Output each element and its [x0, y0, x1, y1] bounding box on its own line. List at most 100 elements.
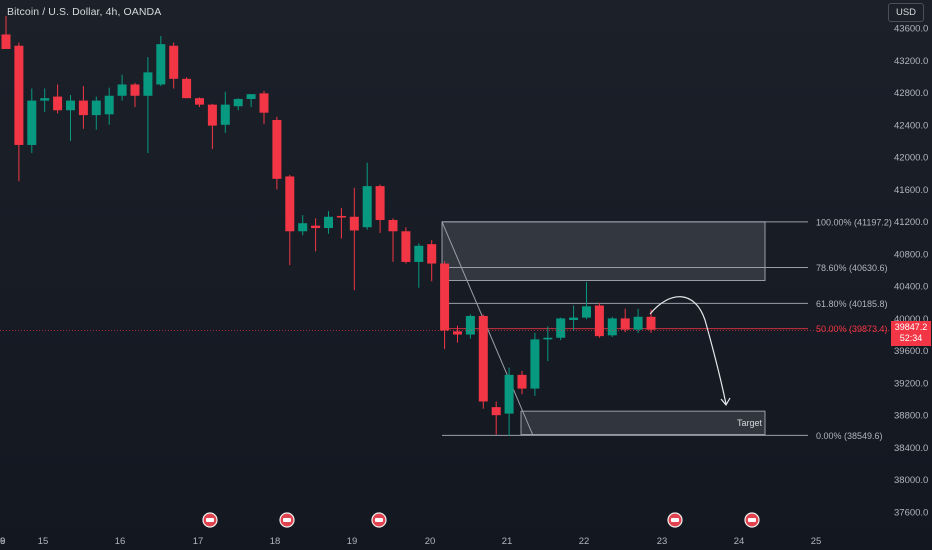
- last-price-tag: 39847.2 52:34: [891, 321, 931, 346]
- candle-body: [349, 216, 359, 231]
- candle-body: [336, 215, 346, 218]
- x-tick-label: 19: [347, 536, 358, 547]
- candle-body: [646, 316, 656, 330]
- x-tick-label: 16: [115, 536, 126, 547]
- candle-body: [156, 44, 166, 85]
- y-tick-label: 40400.0: [894, 282, 928, 293]
- x-tick-label: 15: [38, 536, 49, 547]
- candle-body: [169, 45, 179, 79]
- candle-body: [53, 96, 63, 111]
- x-tick-label: 21: [502, 536, 513, 547]
- candle-body: [91, 100, 101, 116]
- y-tick-label: 41600.0: [894, 185, 928, 196]
- fib-level-label: 100.00% (41197.2): [816, 217, 892, 227]
- candle-body: [1, 34, 11, 49]
- fib-level-label: 78.60% (40630.6): [816, 263, 888, 273]
- candle-body: [401, 231, 411, 262]
- x-tick-label: 29: [0, 536, 5, 547]
- symbol-title[interactable]: Bitcoin / U.S. Dollar, 4h, OANDA: [7, 6, 162, 18]
- candle-body: [220, 104, 230, 125]
- last-price: 39847.2: [894, 322, 928, 332]
- x-tick-label: 20: [425, 536, 436, 547]
- candle-body: [78, 100, 88, 116]
- x-tick-label: 18: [270, 536, 281, 547]
- candle-body: [130, 84, 140, 96]
- x-tick-label: 24: [734, 536, 745, 547]
- projection-arrowhead: [720, 397, 731, 407]
- candle-body: [311, 225, 321, 229]
- candle-body: [207, 104, 217, 126]
- y-tick-label: 39200.0: [894, 378, 928, 389]
- y-tick-label: 40800.0: [894, 249, 928, 260]
- candle-body: [607, 318, 617, 336]
- candle-body: [594, 305, 604, 337]
- y-tick-label: 38400.0: [894, 443, 928, 454]
- candle-body: [491, 407, 501, 416]
- candle-body: [427, 244, 437, 264]
- candle-body: [324, 216, 333, 229]
- candle-body: [569, 317, 579, 321]
- y-tick-label: 42000.0: [894, 153, 928, 164]
- fib-level-label: 0.00% (38549.6): [816, 431, 883, 441]
- candle-body: [478, 315, 488, 402]
- y-tick-label: 42800.0: [894, 88, 928, 99]
- supply-zone: [441, 221, 766, 281]
- candle-body: [233, 98, 243, 107]
- y-tick-label: 38800.0: [894, 411, 928, 422]
- candle-body: [440, 263, 450, 331]
- event-marker-glyph: [375, 518, 383, 522]
- candle-body: [582, 306, 591, 318]
- candle-body: [285, 176, 295, 232]
- x-tick-label: 17: [193, 536, 204, 547]
- event-marker-glyph: [206, 518, 214, 522]
- y-tick-label: 41200.0: [894, 217, 928, 228]
- candle-body: [504, 374, 514, 414]
- x-tick-label: 22: [579, 536, 590, 547]
- candle-body: [517, 374, 527, 389]
- y-tick-label: 43200.0: [894, 56, 928, 67]
- event-marker-glyph: [671, 518, 679, 522]
- y-tick-label: 39600.0: [894, 346, 928, 357]
- candle-body: [453, 331, 462, 335]
- candle-body: [182, 78, 192, 99]
- candle-body: [465, 315, 475, 335]
- candle-body: [362, 186, 372, 228]
- y-tick-label: 38000.0: [894, 475, 928, 486]
- candle-body: [40, 98, 50, 101]
- candle-body: [117, 84, 127, 96]
- candle-body: [543, 337, 553, 340]
- y-tick-label: 43600.0: [894, 24, 928, 35]
- candle-body: [414, 245, 424, 262]
- candle-body: [14, 45, 24, 145]
- y-tick-label: 42400.0: [894, 120, 928, 131]
- candle-body: [259, 93, 269, 113]
- candle-body: [388, 219, 398, 232]
- candle-body: [104, 95, 114, 115]
- fib-level-label: 61.80% (40185.8): [816, 299, 888, 309]
- candle-body: [530, 339, 540, 389]
- x-tick-label: 23: [657, 536, 668, 547]
- candle-body: [195, 98, 204, 105]
- candle-body: [375, 186, 385, 220]
- bar-countdown: 52:34: [899, 333, 923, 343]
- candle-body: [298, 223, 308, 232]
- event-marker-glyph: [283, 518, 291, 522]
- target-label: Target: [737, 418, 763, 428]
- y-tick-label: 37600.0: [894, 508, 928, 519]
- candle-body: [556, 318, 566, 338]
- candle-body: [246, 94, 256, 99]
- event-marker-glyph: [748, 518, 756, 522]
- candle-body: [66, 100, 75, 111]
- target-zone: [520, 410, 766, 436]
- x-tick-label: 26: [0, 536, 5, 547]
- candle-body: [272, 119, 282, 179]
- currency-button[interactable]: USD: [888, 3, 924, 22]
- candle-body: [620, 318, 630, 330]
- y-tick-label: 40000.0: [894, 314, 928, 325]
- fib-level-label: 50.00% (39873.4): [816, 324, 888, 334]
- candle-body: [633, 316, 643, 330]
- candle-body: [143, 72, 153, 96]
- candle-body: [27, 100, 37, 145]
